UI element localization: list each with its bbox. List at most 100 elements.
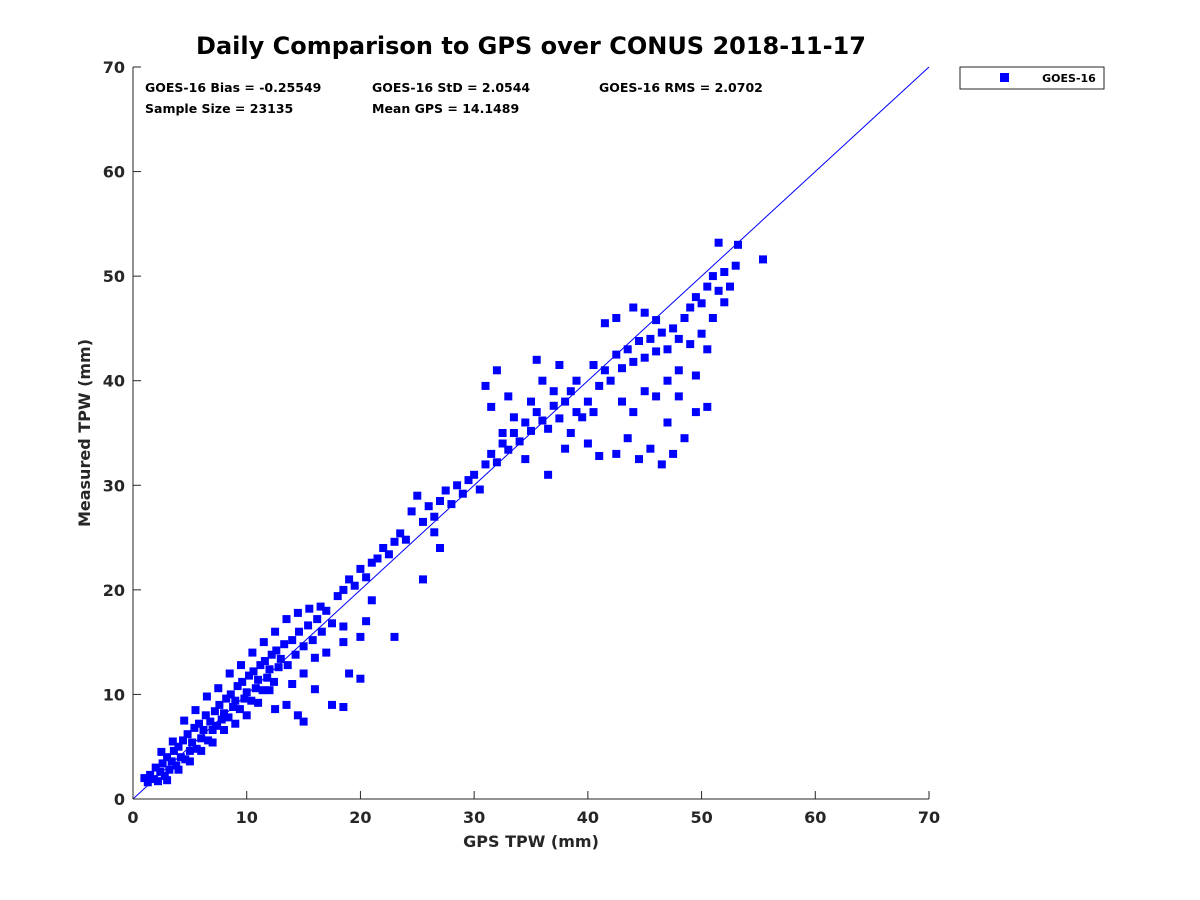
data-point [532,355,541,364]
data-point [606,376,615,385]
data-point [188,738,197,747]
data-point [317,627,326,636]
data-point [396,529,405,538]
data-point [367,596,376,605]
data-point [245,671,253,680]
data-point [703,345,712,354]
data-point [215,700,224,709]
data-point [424,502,433,511]
data-point [527,397,535,406]
data-point [185,757,194,766]
data-point [583,439,592,448]
data-point [697,329,706,338]
data-point [618,364,626,373]
data-point [202,692,211,701]
chart-title: Daily Comparison to GPS over CONUS 2018-… [196,32,866,60]
data-point [240,694,249,703]
data-point [185,746,194,755]
data-point [367,558,376,567]
data-point [328,700,336,709]
data-point [674,392,683,401]
data-point [282,615,291,624]
data-point [237,661,245,670]
data-point [206,717,215,726]
stat-bias: GOES-16 Bias = -0.25549 [145,80,321,95]
data-point [339,622,348,631]
data-point [589,361,598,369]
data-point [669,324,678,333]
data-point [436,497,444,505]
y-tick-label: 50 [103,267,125,286]
data-point [271,705,280,714]
data-point [222,694,231,703]
data-point [299,669,308,678]
data-point [623,434,632,443]
data-point [691,293,700,302]
data-point [180,716,189,725]
data-point [181,755,190,764]
legend-marker [1000,73,1009,82]
data-point [192,744,201,753]
data-point [233,682,242,691]
x-tick-label: 70 [918,808,940,827]
data-point [263,673,272,682]
data-point [242,711,251,720]
data-point [242,688,251,697]
data-point [583,397,592,406]
data-point [248,648,257,657]
data-point [258,686,267,695]
data-point [191,706,200,715]
data-point [669,449,678,458]
data-point [154,777,162,786]
data-point [265,686,274,695]
data-point [208,738,217,747]
data-point [213,721,222,730]
data-point [544,424,553,433]
data-point [657,460,666,469]
data-point [646,334,655,343]
data-point [322,606,331,615]
data-point [600,319,609,328]
y-tick-label: 40 [103,372,125,391]
data-point [430,528,439,537]
data-point [401,535,410,544]
data-point [299,717,308,726]
data-point [156,767,165,776]
data-point [544,470,553,479]
data-point [600,366,609,375]
data-point [629,303,638,312]
x-ticks: 0 10 20 30 40 50 60 70 [127,791,940,827]
y-tick-label: 60 [103,163,125,182]
data-point [267,650,276,659]
data-point [419,575,427,584]
data-point [168,737,177,746]
data-point [157,747,166,756]
data-point [492,366,501,375]
data-point [254,698,263,707]
data-point [447,500,456,509]
data-point [504,445,513,454]
data-point [204,736,213,745]
data-point [595,381,604,390]
x-tick-label: 60 [804,808,826,827]
data-point [714,238,723,247]
data-point [251,684,260,693]
data-point [328,619,336,628]
data-point [254,675,263,684]
data-point [217,715,226,724]
data-point [265,665,274,674]
data-point [578,413,587,422]
data-point [276,654,285,663]
y-axis-label: Measured TPW (mm) [75,339,94,527]
stat-std: GOES-16 StD = 2.0544 [372,80,530,95]
data-point [176,753,185,762]
data-point [220,726,228,734]
data-point [635,455,643,464]
y-tick-label: 20 [103,581,125,600]
data-point [481,460,490,469]
legend-entry-goes16: GOES-16 [1042,72,1096,85]
data-point [208,726,217,734]
data-point [225,669,234,678]
data-point [561,444,570,453]
data-point [362,573,371,582]
